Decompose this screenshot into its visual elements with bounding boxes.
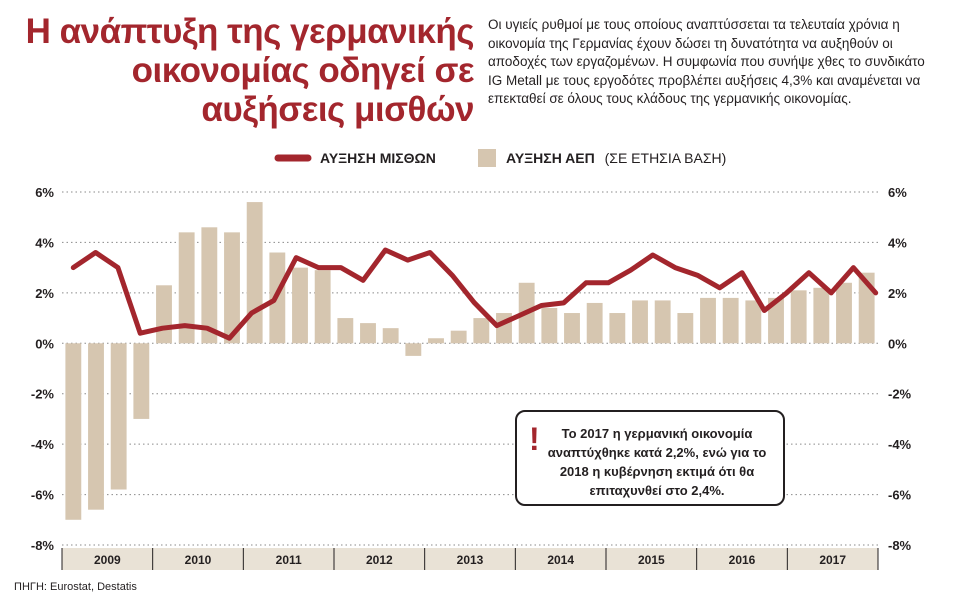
gdp-bar (110, 343, 127, 490)
gdp-bar (700, 297, 716, 344)
gdp-bar (224, 232, 240, 344)
y-tick-label-right: -6% (888, 488, 912, 503)
x-tick-label: 2010 (185, 553, 212, 567)
x-tick-label: 2015 (638, 553, 665, 567)
chart-legend: ΑΥΞΗΣΗ ΜΙΣΘΩΝ ΑΥΞΗΣΗ ΑΕΠ (ΣΕ ΕΤΗΣΙΑ ΒΑΣΗ… (274, 149, 726, 167)
x-tick-label: 2016 (729, 553, 756, 567)
legend-gdp-note: (ΣΕ ΕΤΗΣΙΑ ΒΑΣΗ) (605, 150, 727, 166)
callout-text: Το 2017 η γερμανική οικονομία αναπτύχθηκ… (547, 426, 767, 498)
x-tick-label: 2013 (457, 553, 484, 567)
source-note: ΠΗΓΗ: Eurostat, Destatis (14, 581, 137, 593)
gdp-bar (292, 267, 308, 344)
y-tick-label-right: 0% (888, 336, 907, 351)
gdp-bar (65, 343, 82, 520)
intro-paragraph: Οι υγιείς ρυθμοί με τους οποίους αναπτύσ… (488, 17, 925, 106)
y-tick-label-right: 6% (888, 185, 907, 200)
gdp-bar (450, 330, 467, 344)
y-tick-label-right: 2% (888, 286, 907, 301)
y-tick-label-left: -8% (31, 538, 55, 553)
y-axis-left: 6% 4% 2% 0% -2% -4% -6% -8% (31, 185, 55, 553)
exclamation-icon: ! (529, 421, 540, 457)
gdp-bar (813, 287, 830, 344)
y-tick-label-left: 0% (35, 336, 54, 351)
x-tick-label: 2009 (94, 553, 121, 567)
gdp-bar (405, 343, 422, 356)
y-tick-label-left: -2% (31, 387, 55, 402)
gdp-bar (382, 328, 399, 344)
x-axis: 2009 2010 2011 2012 2013 2014 2015 2016 2017 (61, 548, 879, 570)
x-tick-label: 2012 (366, 553, 393, 567)
y-tick-label-right: -4% (888, 437, 912, 452)
gdp-bar (790, 290, 807, 344)
y-tick-label-right: -8% (888, 538, 912, 553)
legend-gdp-label: ΑΥΞΗΣΗ ΑΕΠ (ΣΕ ΕΤΗΣΙΑ ΒΑΣΗ) (506, 150, 726, 166)
y-tick-label-left: 6% (35, 185, 54, 200)
gdp-bar (88, 343, 104, 510)
gdp-bar (677, 313, 694, 344)
x-tick-label: 2014 (547, 553, 574, 567)
y-tick-label-left: -6% (31, 488, 55, 503)
wage-line (70, 247, 879, 341)
y-axis-right: 6% 4% 2% 0% -2% -4% -6% -8% (888, 185, 912, 553)
gdp-bar (246, 202, 263, 344)
y-tick-label-left: -4% (31, 437, 55, 452)
callout-box: ! Το 2017 η γερμανική οικονομία αναπτύχθ… (515, 410, 785, 506)
gdp-bar (768, 297, 784, 344)
x-axis-band (62, 548, 878, 570)
gdp-bar (745, 300, 762, 344)
gdp-bar (722, 297, 739, 344)
y-tick-label-left: 2% (35, 286, 54, 301)
y-tick-label-right: 4% (888, 235, 907, 250)
x-tick-label: 2017 (819, 553, 846, 567)
legend-bar-swatch (478, 149, 496, 167)
gdp-bar (473, 318, 490, 344)
legend-wage-label: ΑΥΞΗΣΗ ΜΙΣΘΩΝ (320, 150, 436, 166)
y-tick-label-right: -2% (888, 387, 912, 402)
gdp-bar (360, 323, 376, 344)
gdp-bar (632, 300, 648, 344)
gdp-bar (428, 338, 444, 344)
gdp-bar (836, 282, 852, 344)
gdp-bar (541, 307, 558, 344)
gdp-bar (654, 300, 671, 344)
x-tick-label: 2011 (276, 553, 302, 567)
gdp-bar (314, 270, 331, 344)
wage-line-group (70, 247, 879, 341)
gdp-bar (133, 343, 150, 419)
legend-gdp-name: ΑΥΞΗΣΗ ΑΕΠ (506, 150, 595, 166)
page-title: Η ανάπτυξη της γερμανικής οικονομίας οδη… (25, 12, 475, 129)
gdp-bar (156, 285, 172, 344)
gdp-bar (564, 313, 580, 344)
gdp-bar (586, 302, 603, 344)
gdp-bar (178, 232, 195, 344)
gdp-bar (337, 318, 354, 344)
gdp-bar (609, 313, 626, 344)
y-tick-label-left: 4% (35, 235, 54, 250)
gdp-bar (201, 227, 218, 344)
